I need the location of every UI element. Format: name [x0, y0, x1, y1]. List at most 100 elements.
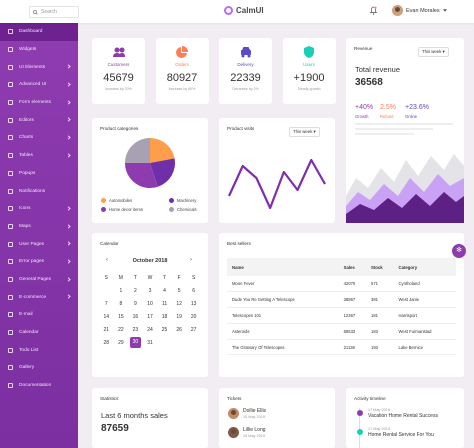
- calendar-day[interactable]: 30: [128, 336, 143, 349]
- sidebar-item-gallery[interactable]: Gallery: [0, 359, 78, 377]
- sidebar-item-dashboard[interactable]: Dashboard: [0, 23, 78, 41]
- calendar-day[interactable]: 5: [172, 284, 187, 297]
- revenue-placeholder-text: [355, 123, 453, 135]
- sidebar-item-notifications[interactable]: Notifications: [0, 182, 78, 200]
- weekday-label: W: [147, 274, 153, 281]
- calendar-day[interactable]: 14: [99, 310, 114, 323]
- brand-logo[interactable]: CalmUI: [224, 6, 264, 15]
- chevron-right-icon: [66, 64, 71, 69]
- sidebar-item-tables[interactable]: Tables: [0, 147, 78, 165]
- sidebar-item-icons[interactable]: Icons: [0, 200, 78, 218]
- sidebar-item-documentation[interactable]: Documentation: [0, 377, 78, 395]
- table-row[interactable]: Dude You Re Getting A Telescope 38867 381 W…: [227, 291, 456, 309]
- table-row[interactable]: Asteroids 68533 183 West Furmanstad: [227, 323, 456, 340]
- calendar-day[interactable]: 27: [186, 323, 201, 336]
- sidebar-item-label: Icons: [19, 206, 31, 212]
- day-number: 6: [192, 287, 196, 294]
- calendar-next-button[interactable]: ›: [190, 257, 192, 263]
- sidebar-item-popups[interactable]: Popups: [0, 165, 78, 183]
- ticket-item[interactable]: Dollie Ellis 15 May 2019: [228, 408, 266, 419]
- weekday-label: S: [192, 274, 196, 281]
- calendar-prev-button[interactable]: ‹: [106, 257, 108, 263]
- notification-bell-icon[interactable]: [370, 6, 377, 15]
- sidebar-item-charts[interactable]: Charts: [0, 129, 78, 147]
- table-row[interactable]: The Glossary Of Telescopes 21136 193 Lake B…: [227, 339, 456, 356]
- day-number: 21: [103, 326, 110, 333]
- table-row[interactable]: Moon Fever 42070 571 Cyntholand: [227, 276, 456, 293]
- chevron-right-icon: [66, 223, 71, 229]
- calendar-day[interactable]: 3: [143, 284, 158, 297]
- sidebar-item-calendar[interactable]: Calendar: [0, 324, 78, 342]
- calendar-day[interactable]: 18: [157, 310, 172, 323]
- calendar-day[interactable]: 26: [172, 323, 187, 336]
- calendar-day[interactable]: 13: [186, 297, 201, 310]
- settings-fab-button[interactable]: ✻: [452, 244, 466, 258]
- weekday-label: T: [133, 274, 137, 281]
- sidebar-item-label: E-mail: [19, 312, 33, 318]
- legend-swatch: [169, 198, 174, 203]
- legend-swatch: [101, 207, 106, 212]
- metric-label: Growth: [355, 114, 369, 119]
- day-number: 18: [161, 313, 168, 320]
- calendar-day[interactable]: 21: [99, 323, 114, 336]
- user-menu[interactable]: Evan Morales: [392, 5, 447, 16]
- calendar-day[interactable]: 31: [143, 336, 158, 349]
- calendar-day[interactable]: 9: [128, 297, 143, 310]
- calendar-day[interactable]: 20: [186, 310, 201, 323]
- sidebar-item-e-mail[interactable]: E-mail: [0, 306, 78, 324]
- calendar-day[interactable]: 29: [114, 336, 129, 349]
- calendar-day[interactable]: 10: [143, 297, 158, 310]
- sidebar-item-ui-elements[interactable]: UI Elements: [0, 58, 78, 76]
- stat-card-delivery: Delivery 22339 Decrease by 2%: [219, 38, 272, 104]
- calendar-day[interactable]: 19: [172, 310, 187, 323]
- table-header[interactable]: Name: [227, 258, 339, 276]
- search-input[interactable]: Search: [29, 6, 79, 18]
- calendar-day[interactable]: 4: [157, 284, 172, 297]
- gear-icon: ✻: [456, 247, 462, 254]
- stat-sub: Decrease by 2%: [232, 87, 259, 91]
- calendar-day[interactable]: 17: [143, 310, 158, 323]
- calendar-day[interactable]: 23: [128, 323, 143, 336]
- table-row[interactable]: Telescopes 101 12367 181 Harrisport: [227, 307, 456, 324]
- sidebar-item-maps[interactable]: Maps: [0, 218, 78, 236]
- calendar-day[interactable]: 16: [128, 310, 143, 323]
- calendar-day[interactable]: 25: [157, 323, 172, 336]
- calendar-day[interactable]: 12: [172, 297, 187, 310]
- calendar-day[interactable]: 1: [114, 284, 129, 297]
- table-header[interactable]: Category: [393, 258, 456, 276]
- sidebar-item-editors[interactable]: Editors: [0, 111, 78, 129]
- sidebar-item-e-commerce[interactable]: E-commerce: [0, 288, 78, 306]
- sidebar: Dashboard Widgets UI Elements Advanced UI Fo…: [0, 23, 78, 448]
- stat-value: 22339: [230, 72, 261, 84]
- categories-title: Product categories: [100, 126, 139, 131]
- ticket-item[interactable]: Lillie Long 15 May 2019: [228, 427, 266, 438]
- day-number: 9: [134, 300, 137, 307]
- sidebar-item-error-pages[interactable]: Error pages: [0, 253, 78, 271]
- revenue-title: Revenue: [354, 46, 373, 51]
- calendar-day[interactable]: 28: [99, 336, 114, 349]
- calendar-day[interactable]: 15: [114, 310, 129, 323]
- calendar-day[interactable]: 11: [157, 297, 172, 310]
- calendar-day[interactable]: 2: [128, 284, 143, 297]
- sidebar-item-general-pages[interactable]: General Pages: [0, 271, 78, 289]
- table-header[interactable]: Sales: [338, 258, 366, 276]
- calendar-day[interactable]: 8: [114, 297, 129, 310]
- table-cell: 12367: [338, 307, 366, 324]
- calendar-day[interactable]: 6: [186, 284, 201, 297]
- search-icon: [33, 9, 38, 15]
- revenue-range-select[interactable]: This week ▾: [418, 47, 449, 57]
- calendar-day[interactable]: 24: [143, 323, 158, 336]
- sidebar-item-user-pages[interactable]: User Pages: [0, 235, 78, 253]
- table-header[interactable]: Stock: [366, 258, 394, 276]
- visits-range-select[interactable]: This week ▾: [289, 127, 320, 137]
- calendar-day[interactable]: 7: [99, 297, 114, 310]
- sidebar-item-label: Charts: [19, 135, 34, 141]
- calendar-day[interactable]: 22: [114, 323, 129, 336]
- sidebar-item-label: Maps: [19, 223, 31, 229]
- total-revenue-label: Total revenue: [355, 65, 401, 74]
- sidebar-item-todo-list[interactable]: Todo List: [0, 341, 78, 359]
- sidebar-item-advanced-ui[interactable]: Advanced UI: [0, 76, 78, 94]
- sidebar-item-form-elements[interactable]: Form elements: [0, 94, 78, 112]
- day-number: 16: [132, 313, 139, 320]
- sidebar-item-widgets[interactable]: Widgets: [0, 41, 78, 59]
